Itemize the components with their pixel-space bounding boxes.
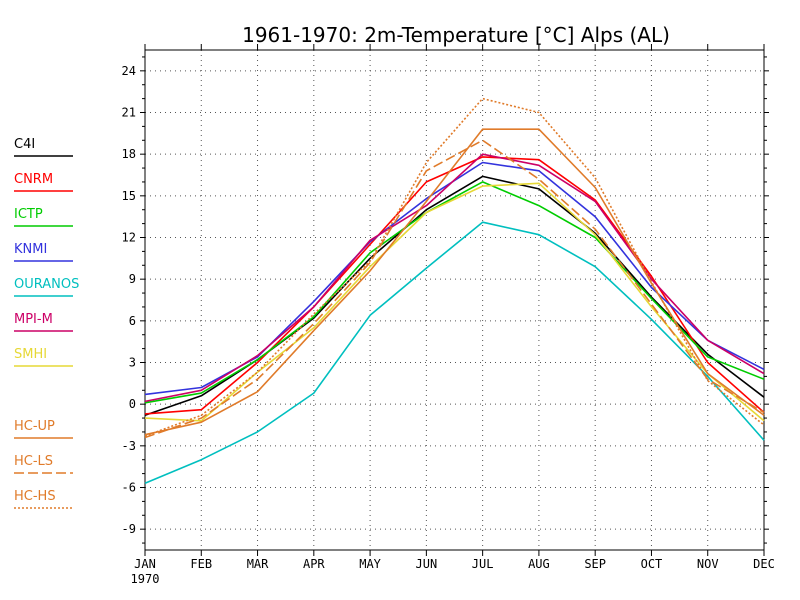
x-tick-label: AUG — [528, 557, 550, 571]
x-tick-label: MAR — [247, 557, 269, 571]
series-line-hc-ls — [144, 139, 765, 439]
y-tick-label: 24 — [122, 64, 136, 78]
legend-label: SMHI — [14, 347, 47, 362]
y-tick-label: -6 — [122, 481, 136, 495]
x-tick-label: JUL — [472, 557, 494, 571]
chart-title: 1961-1970: 2m-Temperature [°C] Alps (AL) — [242, 23, 670, 47]
grid — [145, 50, 764, 550]
series-line-smhi — [144, 182, 765, 422]
axes: -9 -6 -3 0 3 6 9 12 15 18 21 24 JAN FEB MAR APR MAY JUN JU… — [122, 44, 775, 586]
y-tick-label: 9 — [129, 272, 136, 286]
y-tick-label: 12 — [122, 231, 136, 245]
x-tick-label: SEP — [584, 557, 606, 571]
series-line-ouranos — [144, 221, 765, 485]
plot-frame — [144, 49, 765, 551]
series-line-ictp — [144, 181, 765, 404]
series-line-cnrm — [144, 156, 765, 415]
x-tick-label: JAN — [134, 557, 156, 571]
x-tick-label: OCT — [641, 557, 663, 571]
series-lines — [144, 97, 765, 485]
y-tick-label: 18 — [122, 147, 136, 161]
series-line-hc-hs — [144, 97, 765, 437]
y-tick-label: -9 — [122, 522, 136, 536]
x-tick-label: FEB — [190, 557, 212, 571]
y-tick-label: -3 — [122, 439, 136, 453]
y-tick-label: 0 — [129, 397, 136, 411]
legend-label: CNRM — [14, 172, 53, 187]
legend-label: OURANOS — [14, 277, 79, 292]
legend-label: HC-LS — [14, 454, 53, 469]
x-tick-label: JUN — [416, 557, 438, 571]
series-line-mpi-m — [144, 153, 765, 403]
y-tick-label: 3 — [129, 356, 136, 370]
legend: C4I CNRM ICTP KNMI OURANOS MPI-M SMHI HC-UP HC-L… — [14, 137, 79, 509]
legend-label: MPI-M — [14, 312, 53, 327]
y-tick-label: 6 — [129, 314, 136, 328]
legend-label: KNMI — [14, 242, 47, 257]
legend-label: ICTP — [14, 207, 43, 222]
x-year-label: 1970 — [131, 572, 160, 586]
legend-label: C4I — [14, 137, 35, 152]
y-tick-label: 15 — [122, 189, 136, 203]
x-tick-label: DEC — [753, 557, 775, 571]
legend-label: HC-UP — [14, 419, 55, 434]
x-tick-label: APR — [303, 557, 325, 571]
y-tick-label: 21 — [122, 106, 136, 120]
legend-label: HC-HS — [14, 489, 56, 504]
x-tick-label: MAY — [359, 557, 381, 571]
x-tick-label: NOV — [697, 557, 719, 571]
